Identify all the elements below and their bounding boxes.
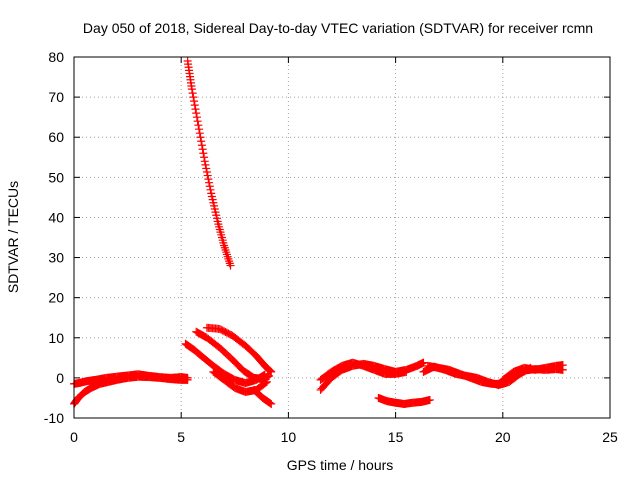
data-point-fill <box>204 334 223 351</box>
plot-frame <box>73 56 611 419</box>
y-tick-label: -10 <box>44 410 64 426</box>
x-tick-label: 5 <box>177 429 185 445</box>
x-tick-label: 15 <box>388 429 404 445</box>
y-tick-label: 10 <box>48 330 64 346</box>
data-point-fill <box>214 220 228 247</box>
series-arc-15 <box>509 365 567 382</box>
data-point-fill <box>207 192 221 223</box>
y-tick-label: 80 <box>48 49 64 65</box>
data-point <box>187 85 196 94</box>
y-tick-label: 60 <box>48 129 64 145</box>
data-point-fill <box>217 345 236 363</box>
data-point-fill <box>221 376 238 392</box>
data-point-fill <box>328 362 345 376</box>
y-tick-label: 20 <box>48 290 64 306</box>
data-point-fill <box>259 394 275 408</box>
y-tick-label: 30 <box>48 250 64 266</box>
data-point <box>262 377 271 386</box>
data-point-fill <box>328 366 345 381</box>
axis-ticks: 0 5 10 15 20 25 -10 0 10 20 30 40 50 60 70 80 <box>44 49 618 445</box>
data-point-fill <box>240 367 257 382</box>
data-point <box>425 395 434 404</box>
data-point-fill <box>210 368 227 384</box>
data-point-fill <box>217 325 236 340</box>
data-point-fill <box>182 340 198 354</box>
data-point <box>183 375 192 384</box>
data-point-fill <box>195 125 209 162</box>
data-point-fill <box>201 160 215 194</box>
data-point-fill <box>191 346 206 361</box>
data-point <box>267 399 276 408</box>
data-point-fill <box>75 388 89 402</box>
plot-area <box>70 57 567 408</box>
series-arc-9 <box>316 358 428 394</box>
series-arc-8 <box>250 385 276 408</box>
x-tick-label: 25 <box>602 429 618 445</box>
data-point-fill <box>251 386 266 402</box>
y-axis-label: SDTVAR / TECUs <box>5 181 21 293</box>
data-point-fill <box>221 370 238 384</box>
data-point-fill <box>510 367 528 382</box>
series-arc-6 <box>202 323 276 376</box>
data-point-fill <box>199 354 217 369</box>
data-point-fill <box>230 332 249 349</box>
data-point <box>419 358 428 367</box>
x-tick-label: 20 <box>495 429 511 445</box>
data-point-fill <box>317 375 335 393</box>
y-tick-label: 70 <box>48 89 64 105</box>
data-point-fill <box>261 362 275 376</box>
data-point <box>226 261 235 270</box>
data-point <box>402 367 411 376</box>
data-point-fill <box>317 368 335 384</box>
grid <box>74 57 610 418</box>
data-point-fill <box>184 60 196 90</box>
x-tick-label: 10 <box>281 429 297 445</box>
data-point-fill <box>499 368 517 384</box>
data-point-fill <box>193 328 210 342</box>
data-point-fill <box>210 362 227 377</box>
data-point <box>267 367 276 376</box>
y-tick-label: 40 <box>48 209 64 225</box>
data-point-fill <box>229 357 247 374</box>
data-point <box>194 121 203 130</box>
data-point <box>558 365 567 374</box>
series-arc-3 <box>183 57 235 270</box>
data-point <box>200 157 209 166</box>
data-point-fill <box>188 89 202 126</box>
y-tick-label: 0 <box>56 370 64 386</box>
data-point-fill <box>253 352 268 369</box>
x-tick-label: 0 <box>70 429 78 445</box>
data-point-fill <box>242 342 260 359</box>
x-axis-label: GPS time / hours <box>287 457 394 473</box>
series-arc-2 <box>70 372 192 408</box>
y-tick-label: 50 <box>48 169 64 185</box>
data-point-fill <box>220 243 234 268</box>
chart-title: Day 050 of 2018, Sidereal Day-to-day VTE… <box>83 20 593 36</box>
series-arc-10 <box>316 358 411 384</box>
series-arc-11 <box>374 393 434 408</box>
